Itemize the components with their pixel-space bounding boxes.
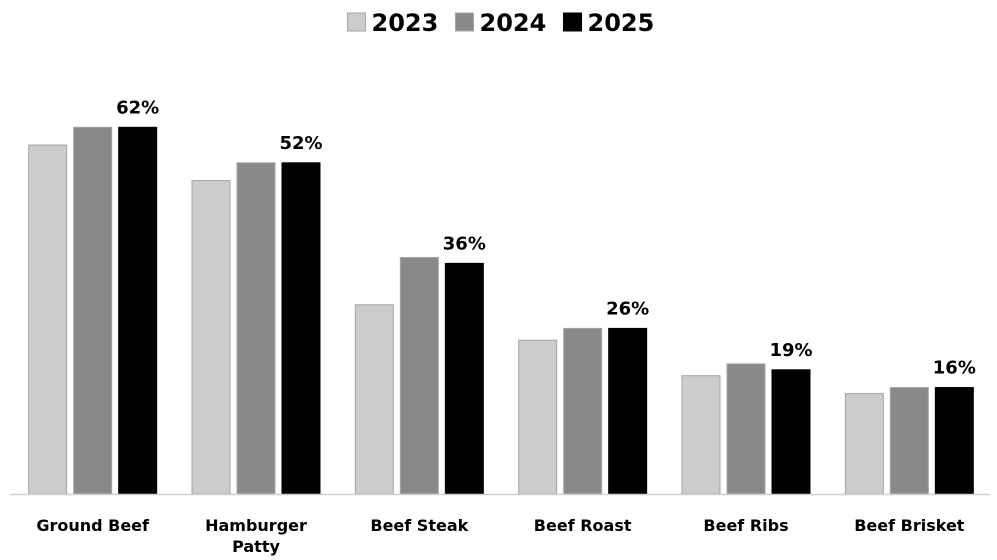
category-label-ground-beef: Ground Beef xyxy=(36,516,150,535)
category-label-beef-steak: Beef Steak xyxy=(370,516,468,535)
category-label-beef-roast: Beef Roast xyxy=(534,516,632,535)
bar-beef-steak-2023 xyxy=(354,304,394,495)
bar-beef-roast-2023 xyxy=(518,339,558,495)
bar-beef-steak-2025 xyxy=(444,262,484,495)
bar-ground-beef-2023 xyxy=(28,144,68,495)
category-label-hamburger-patty: Hamburger Patty xyxy=(205,516,307,556)
data-labels: 62% 52% 36% 26% 19% 16% xyxy=(116,97,976,378)
bar-hamburger-patty-2025 xyxy=(281,162,321,495)
bar-beef-steak-2024 xyxy=(399,256,439,495)
data-label-beef-brisket: 16% xyxy=(933,358,976,379)
legend-swatch-2023 xyxy=(347,12,366,32)
data-label-beef-roast: 26% xyxy=(606,298,649,319)
data-label-hamburger-patty: 52% xyxy=(279,133,322,154)
legend-swatch-2024 xyxy=(455,12,474,32)
bar-beef-ribs-2023 xyxy=(681,375,721,495)
chart-legend: 2023 2024 2025 xyxy=(347,9,655,37)
bar-beef-brisket-2023 xyxy=(844,392,884,495)
bar-beef-brisket-2025 xyxy=(934,387,974,495)
data-label-beef-steak: 36% xyxy=(443,233,486,254)
legend-item-2024: 2024 xyxy=(455,9,547,37)
bar-beef-ribs-2024 xyxy=(726,363,766,495)
legend-label-2025: 2025 xyxy=(588,9,655,37)
bar-beef-roast-2025 xyxy=(608,327,648,495)
category-labels: Ground Beef Hamburger Patty Beef Steak Beef … xyxy=(36,516,964,556)
bar-hamburger-patty-2024 xyxy=(236,162,276,495)
data-label-ground-beef: 62% xyxy=(116,97,159,118)
bar-beef-roast-2024 xyxy=(563,327,603,495)
legend-item-2023: 2023 xyxy=(347,9,439,37)
legend-label-2024: 2024 xyxy=(480,9,547,37)
category-label-beef-ribs: Beef Ribs xyxy=(703,516,788,535)
bar-hamburger-patty-2023 xyxy=(191,180,231,495)
legend-label-2023: 2023 xyxy=(372,9,439,37)
bar-ground-beef-2024 xyxy=(73,126,113,495)
bar-beef-ribs-2025 xyxy=(771,369,811,495)
category-label-beef-brisket: Beef Brisket xyxy=(854,516,965,535)
legend-swatch-2025 xyxy=(563,12,582,32)
bar-beef-brisket-2024 xyxy=(889,387,929,495)
chart-bars xyxy=(28,126,974,495)
data-label-beef-ribs: 19% xyxy=(769,340,812,361)
legend-item-2025: 2025 xyxy=(563,9,655,37)
bar-ground-beef-2025 xyxy=(118,126,158,495)
